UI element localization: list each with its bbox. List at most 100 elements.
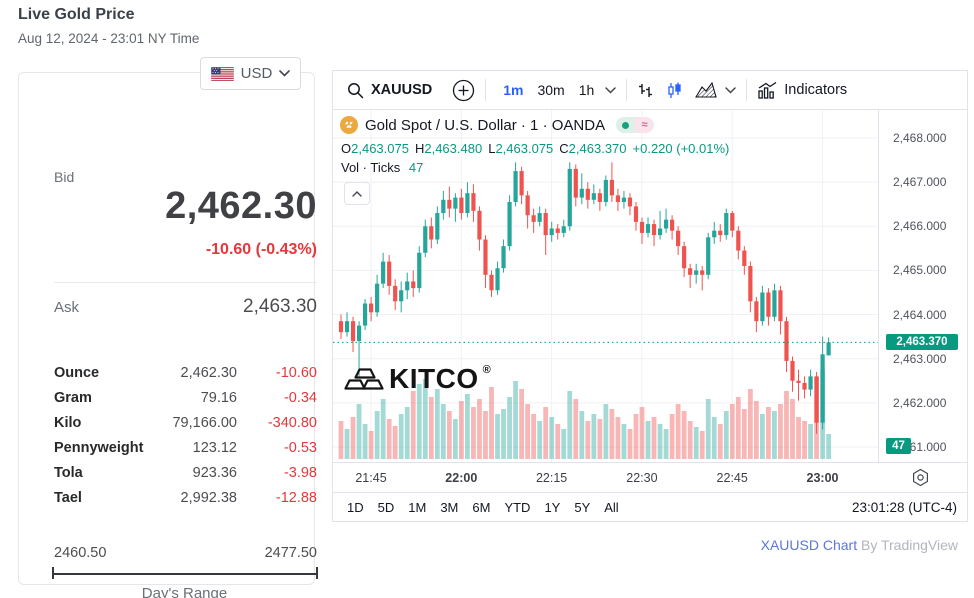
range-button-1Y[interactable]: 1Y <box>544 500 561 515</box>
range-buttons: 1D 5D 1M 3M 6M YTD 1Y 5Y All <box>347 500 633 515</box>
date-range-bar: 1D 5D 1M 3M 6M YTD 1Y 5Y All 23:01:28 (UTC-4) <box>333 492 967 522</box>
day-range-tick-right <box>316 567 318 579</box>
unit-label: Tola <box>54 464 83 481</box>
approx-data-icon: ≈ <box>635 117 655 133</box>
range-button-YTD[interactable]: YTD <box>504 500 531 515</box>
unit-row: Kilo 79,166.00 -340.80 <box>54 410 317 435</box>
time-axis[interactable]: 21:45 22:00 22:15 22:30 22:45 23:00 <box>333 462 967 492</box>
unit-label: Tael <box>54 489 82 506</box>
unit-price-table: Ounce 2,462.30 -10.60 Gram 79.16 -0.34 Kilo 79,… <box>54 360 317 510</box>
toolbar-separator <box>485 79 487 101</box>
price-axis-label: 2,466.000 <box>893 219 947 234</box>
page-title: Live Gold Price <box>18 6 135 23</box>
area-style-icon[interactable] <box>695 82 718 98</box>
divider <box>54 282 317 283</box>
last-price-badge: 2,463.370 <box>886 333 958 350</box>
chart-toolbar: XAUUSD 1m 30m 1h <box>333 71 967 110</box>
market-open-dot-icon <box>616 117 636 133</box>
bid-price: 2,462.30 <box>165 185 317 227</box>
bid-label: Bid <box>54 169 75 185</box>
range-button-3M[interactable]: 3M <box>440 500 459 515</box>
interval-button-1m[interactable]: 1m <box>503 82 524 98</box>
currency-dropdown[interactable]: USD <box>200 57 301 90</box>
interval-chevron-down-icon[interactable] <box>605 86 617 94</box>
time-axis-label: 23:00 <box>806 471 839 485</box>
interval-buttons: 1m 30m 1h <box>496 82 601 98</box>
indicators-button[interactable]: Indicators <box>784 82 848 98</box>
price-axis-label: 2,463.000 <box>893 351 947 366</box>
unit-label: Kilo <box>54 414 82 431</box>
attribution: XAUUSD Chart By TradingView <box>332 537 958 553</box>
time-axis-label: 22:45 <box>716 471 748 485</box>
axis-settings-gear-icon[interactable] <box>911 468 930 487</box>
range-button-1D[interactable]: 1D <box>347 500 364 515</box>
ohlc-pair: H2,463.480 <box>414 141 483 156</box>
unit-row: Ounce 2,462.30 -10.60 <box>54 360 317 385</box>
chart-pane[interactable]: Gold Spot / U.S. Dollar · 1 · OANDA ≈ O2… <box>333 110 878 462</box>
symbol-title-row: Gold Spot / U.S. Dollar · 1 · OANDA ≈ <box>340 116 655 134</box>
day-range-tick-left <box>52 567 54 579</box>
gold-spot-icon <box>340 116 358 134</box>
interval-button-1h[interactable]: 1h <box>578 82 595 98</box>
price-axis-label: 2,464.000 <box>893 307 947 322</box>
kitco-gold-bars-icon <box>343 365 385 393</box>
unit-label: Gram <box>54 389 92 406</box>
price-axis-label: 2,462.000 <box>893 395 947 410</box>
styles-chevron-down-icon[interactable] <box>725 86 737 94</box>
unit-row: Tola 923.36 -3.98 <box>54 460 317 485</box>
collapse-legend-button[interactable] <box>344 182 370 205</box>
symbol-title[interactable]: Gold Spot / U.S. Dollar · 1 · OANDA <box>365 116 606 134</box>
unit-value: 2,462.30 <box>180 364 237 381</box>
unit-value: 79.16 <box>200 389 237 406</box>
time-axis-label: 21:45 <box>355 471 387 485</box>
interval-button-30m[interactable]: 30m <box>537 82 565 98</box>
range-button-1M[interactable]: 1M <box>408 500 427 515</box>
kitco-watermark: KITCO ® <box>343 363 491 395</box>
day-range-track <box>52 573 317 575</box>
unit-change: -0.53 <box>283 439 317 456</box>
unit-change: -0.34 <box>283 389 317 406</box>
ohlc-pair: C2,463.370 <box>559 141 627 156</box>
unit-value: 123.12 <box>192 439 237 456</box>
candlestick-chart[interactable] <box>333 110 878 462</box>
price-axis-label: 2,465.000 <box>893 263 947 278</box>
price-axis-label: 2,467.000 <box>893 175 947 190</box>
range-button-5D[interactable]: 5D <box>377 500 395 515</box>
time-axis-label: 22:00 <box>445 471 478 485</box>
symbol-search-button[interactable]: XAUUSD <box>371 82 433 98</box>
day-range-low: 2460.50 <box>54 545 107 561</box>
range-button-6M[interactable]: 6M <box>472 500 491 515</box>
price-axis[interactable]: 2,468.000 2,467.000 2,466.000 2,465.000 2,46… <box>878 110 968 462</box>
bars-style-icon[interactable] <box>637 82 654 99</box>
chart-clock: 23:01:28 (UTC-4) <box>851 500 957 515</box>
unit-row: Pennyweight 123.12 -0.53 <box>54 435 317 460</box>
symbol-search-icon[interactable] <box>347 82 364 99</box>
unit-label: Ounce <box>54 364 100 381</box>
compare-add-icon[interactable] <box>452 79 475 102</box>
us-flag-icon <box>210 66 234 81</box>
candles-style-icon[interactable] <box>666 82 683 99</box>
toolbar-separator <box>746 79 748 101</box>
unit-row: Gram 79.16 -0.34 <box>54 385 317 410</box>
vol-ticks-value: 47 <box>408 160 424 175</box>
unit-change: -12.88 <box>275 489 317 506</box>
indicators-icon[interactable] <box>757 81 777 99</box>
time-axis-label: 22:15 <box>535 471 568 485</box>
currency-label: USD <box>240 65 273 82</box>
chevron-down-icon <box>279 70 291 77</box>
ohlc-change: +0.220 (+0.01%) <box>632 141 730 156</box>
ask-price: 2,463.30 <box>243 296 317 317</box>
tradingview-chart-link[interactable]: XAUUSD Chart <box>760 537 858 553</box>
unit-row: Tael 2,992.38 -12.88 <box>54 485 317 510</box>
day-range-label: Day's Range <box>141 585 228 598</box>
unit-value: 2,992.38 <box>180 489 237 506</box>
bid-change: -10.60 (-0.43%) <box>205 241 317 258</box>
unit-value: 923.36 <box>192 464 237 481</box>
kitco-watermark-text: KITCO <box>389 363 479 394</box>
range-button-All[interactable]: All <box>604 500 619 515</box>
range-button-5Y[interactable]: 5Y <box>574 500 591 515</box>
vol-ticks-label: Vol · Ticks <box>341 160 401 175</box>
registered-mark: ® <box>482 364 491 376</box>
unit-change: -340.80 <box>267 414 317 431</box>
volume-ticks-badge: 47 <box>886 438 911 455</box>
